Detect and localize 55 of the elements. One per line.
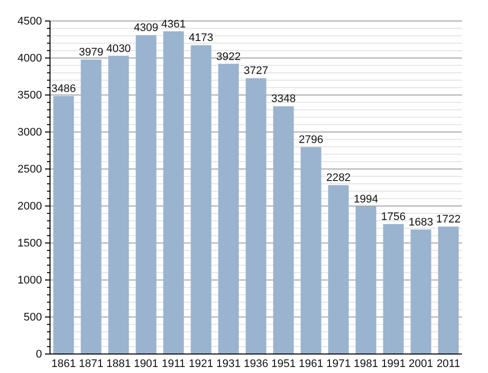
x-tick-label: 1871	[78, 358, 104, 370]
data-label: 1722	[436, 214, 461, 226]
x-tick-label: 1901	[134, 358, 158, 370]
bar	[383, 224, 404, 354]
x-tick-label: 1921	[188, 358, 214, 370]
bar	[163, 31, 184, 354]
bar	[273, 106, 294, 354]
data-label: 3348	[271, 93, 296, 106]
x-tick-label: 2011	[436, 358, 460, 370]
data-label: 3486	[51, 83, 76, 96]
data-label: 1994	[354, 193, 378, 206]
data-label: 4309	[134, 22, 158, 34]
data-label: 1683	[408, 216, 434, 228]
bar	[438, 226, 459, 354]
data-label: 2282	[326, 172, 351, 184]
y-tick-label: 4000	[18, 52, 42, 65]
data-label: 1756	[381, 211, 406, 224]
data-label: 4361	[161, 18, 186, 30]
data-label: 3727	[244, 65, 268, 78]
x-tick-label: 1951	[271, 358, 296, 370]
bar	[300, 147, 322, 354]
data-label: 3922	[216, 50, 241, 63]
y-tick-label: 1500	[18, 238, 42, 250]
bar	[410, 229, 432, 354]
bar	[246, 78, 266, 354]
y-tick-label: 500	[24, 312, 42, 324]
y-tick-label: 3500	[18, 90, 42, 102]
data-label: 3979	[78, 46, 104, 59]
bar	[190, 45, 212, 354]
data-label: 2796	[298, 134, 324, 146]
bar	[328, 185, 349, 354]
x-tick-label: 1981	[354, 358, 378, 370]
x-tick-label: 1961	[298, 358, 324, 370]
bar	[80, 60, 102, 354]
x-tick-label: 1861	[51, 358, 76, 370]
x-tick-label: 1991	[381, 358, 406, 370]
x-tick-label: 2001	[408, 358, 434, 370]
data-label: 4173	[188, 32, 214, 44]
bar	[53, 96, 74, 354]
bar	[218, 64, 239, 354]
y-tick-label: 0	[36, 348, 42, 361]
y-tick-label: 4500	[18, 16, 42, 28]
y-tick-label: 1000	[18, 274, 42, 287]
x-tick-label: 1936	[244, 358, 268, 370]
bar	[356, 206, 376, 354]
x-tick-label: 1911	[162, 358, 186, 370]
y-tick-label: 2000	[18, 200, 42, 213]
x-tick-label: 1881	[106, 358, 131, 370]
y-tick-label: 3000	[18, 126, 42, 139]
data-label: 4030	[106, 42, 131, 55]
y-tick-label: 2500	[18, 164, 42, 176]
bar	[108, 56, 129, 354]
bar	[136, 35, 156, 354]
x-tick-label: 1971	[326, 358, 351, 370]
x-tick-label: 1931	[216, 358, 241, 370]
